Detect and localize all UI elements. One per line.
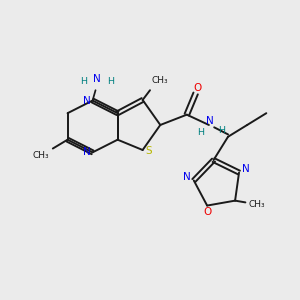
Text: CH₃: CH₃ xyxy=(33,152,50,160)
Text: N: N xyxy=(242,164,249,174)
Text: CH₃: CH₃ xyxy=(151,76,168,85)
Text: H: H xyxy=(197,128,204,137)
Text: CH₃: CH₃ xyxy=(248,200,265,209)
Text: N: N xyxy=(206,116,214,126)
Text: O: O xyxy=(194,83,202,93)
Text: S: S xyxy=(146,146,152,157)
Text: N: N xyxy=(93,74,101,84)
Text: N: N xyxy=(83,147,91,158)
Text: N: N xyxy=(184,172,191,182)
Text: N: N xyxy=(83,95,91,106)
Text: O: O xyxy=(203,207,211,217)
Text: H: H xyxy=(218,126,225,135)
Text: H: H xyxy=(107,77,114,86)
Text: H: H xyxy=(80,77,87,86)
